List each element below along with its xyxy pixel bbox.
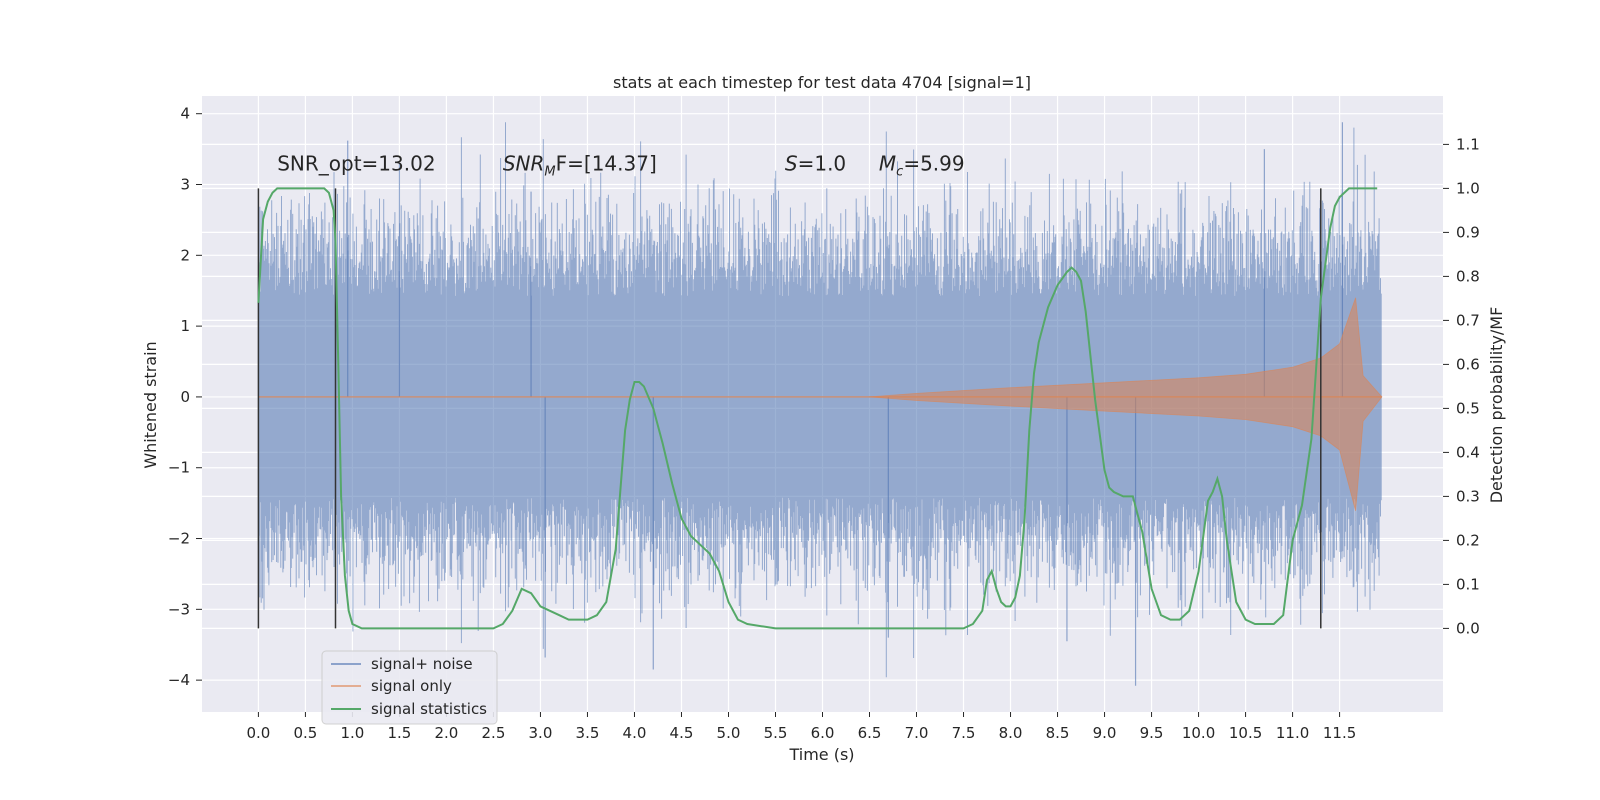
annotation-text: SNR_opt=13.02 bbox=[277, 151, 435, 175]
y-axis-label: Whitened strain bbox=[141, 341, 160, 468]
annotations: SNR_opt=13.02 SNRMF=[14.37] S=1.0 Mc=5.99 bbox=[277, 151, 964, 179]
y-tick-label: −2 bbox=[168, 530, 190, 548]
x-tick-label: 7.0 bbox=[905, 724, 929, 742]
x-tick-label: 8.0 bbox=[999, 724, 1023, 742]
x-tick-label: 9.5 bbox=[1140, 724, 1164, 742]
y2-axis-ticks: 1.1 1.0 0.9 0.8 0.7 0.6 0.5 0.4 0.3 0.2 0.1 0.0 bbox=[1443, 135, 1480, 637]
annotation-text: Mc=5.99 bbox=[879, 151, 965, 179]
y-axis-ticks: 4 3 2 1 0 −1 −2 −3 −4 bbox=[168, 105, 202, 689]
legend-label-signal-only: signal only bbox=[371, 677, 452, 695]
y2-tick-label: 0.1 bbox=[1456, 575, 1480, 593]
y-tick-label: 4 bbox=[180, 105, 190, 123]
x-tick-label: 1.0 bbox=[340, 724, 364, 742]
y2-tick-label: 0.8 bbox=[1456, 267, 1480, 285]
signal-only-chirp bbox=[869, 297, 1383, 512]
x-tick-label: 2.5 bbox=[482, 724, 506, 742]
legend-label-signal-plus-noise: signal+ noise bbox=[371, 655, 473, 673]
x-axis-label: Time (s) bbox=[788, 745, 854, 764]
x-axis-ticks: 0.0 0.5 1.0 1.5 2.0 2.5 3.0 3.5 4.0 4.5 5.0 5.5 6.0 6… bbox=[246, 712, 1356, 742]
y2-tick-label: 0.4 bbox=[1456, 443, 1480, 461]
signal-statistics-series bbox=[257, 187, 1378, 630]
x-tick-label: 8.5 bbox=[1046, 724, 1070, 742]
y2-tick-label: 0.2 bbox=[1456, 531, 1480, 549]
y-tick-label: 0 bbox=[180, 388, 190, 406]
y2-tick-label: 1.0 bbox=[1456, 179, 1480, 197]
y2-tick-label: 0.9 bbox=[1456, 223, 1480, 241]
y2-axis-label: Detection probability/MF bbox=[1487, 307, 1506, 504]
annotation-text: SNRMF=[14.37] bbox=[503, 151, 657, 179]
x-tick-label: 11.5 bbox=[1323, 724, 1356, 742]
x-tick-label: 11.0 bbox=[1276, 724, 1309, 742]
legend-label-signal-statistics: signal statistics bbox=[371, 700, 487, 718]
x-tick-label: 9.0 bbox=[1093, 724, 1117, 742]
y-tick-label: 1 bbox=[180, 317, 190, 335]
x-tick-label: 4.0 bbox=[623, 724, 647, 742]
y2-tick-label: 0.5 bbox=[1456, 399, 1480, 417]
x-tick-label: 4.5 bbox=[670, 724, 694, 742]
x-tick-label: 6.0 bbox=[811, 724, 835, 742]
y-tick-label: −3 bbox=[168, 600, 190, 618]
x-tick-label: 10.5 bbox=[1229, 724, 1262, 742]
y2-tick-label: 1.1 bbox=[1456, 135, 1480, 153]
x-tick-label: 6.5 bbox=[858, 724, 882, 742]
chart-title: stats at each timestep for test data 470… bbox=[613, 73, 1031, 92]
x-tick-label: 0.0 bbox=[246, 724, 270, 742]
annotation-text: S=1.0 bbox=[785, 151, 846, 175]
y2-tick-label: 0.6 bbox=[1456, 355, 1480, 373]
legend: signal+ noise signal only signal statist… bbox=[321, 650, 498, 725]
x-tick-label: 5.0 bbox=[717, 724, 741, 742]
y2-tick-label: 0.7 bbox=[1456, 311, 1480, 329]
x-tick-label: 2.0 bbox=[435, 724, 459, 742]
x-tick-label: 5.5 bbox=[764, 724, 788, 742]
y-tick-label: 2 bbox=[180, 246, 190, 264]
signal-statistics-line bbox=[257, 187, 1378, 630]
legend-box bbox=[321, 650, 498, 725]
y-tick-label: 3 bbox=[180, 176, 190, 194]
signal-only-series bbox=[258, 297, 1383, 512]
y2-tick-label: 0.0 bbox=[1456, 619, 1480, 637]
y-tick-label: −1 bbox=[168, 459, 190, 477]
x-tick-label: 7.5 bbox=[952, 724, 976, 742]
x-tick-label: 0.5 bbox=[293, 724, 317, 742]
x-tick-label: 3.5 bbox=[576, 724, 600, 742]
y-tick-label: −4 bbox=[168, 671, 190, 689]
x-tick-label: 3.0 bbox=[529, 724, 553, 742]
y2-tick-label: 0.3 bbox=[1456, 487, 1480, 505]
x-tick-label: 1.5 bbox=[388, 724, 412, 742]
x-tick-label: 10.0 bbox=[1182, 724, 1215, 742]
